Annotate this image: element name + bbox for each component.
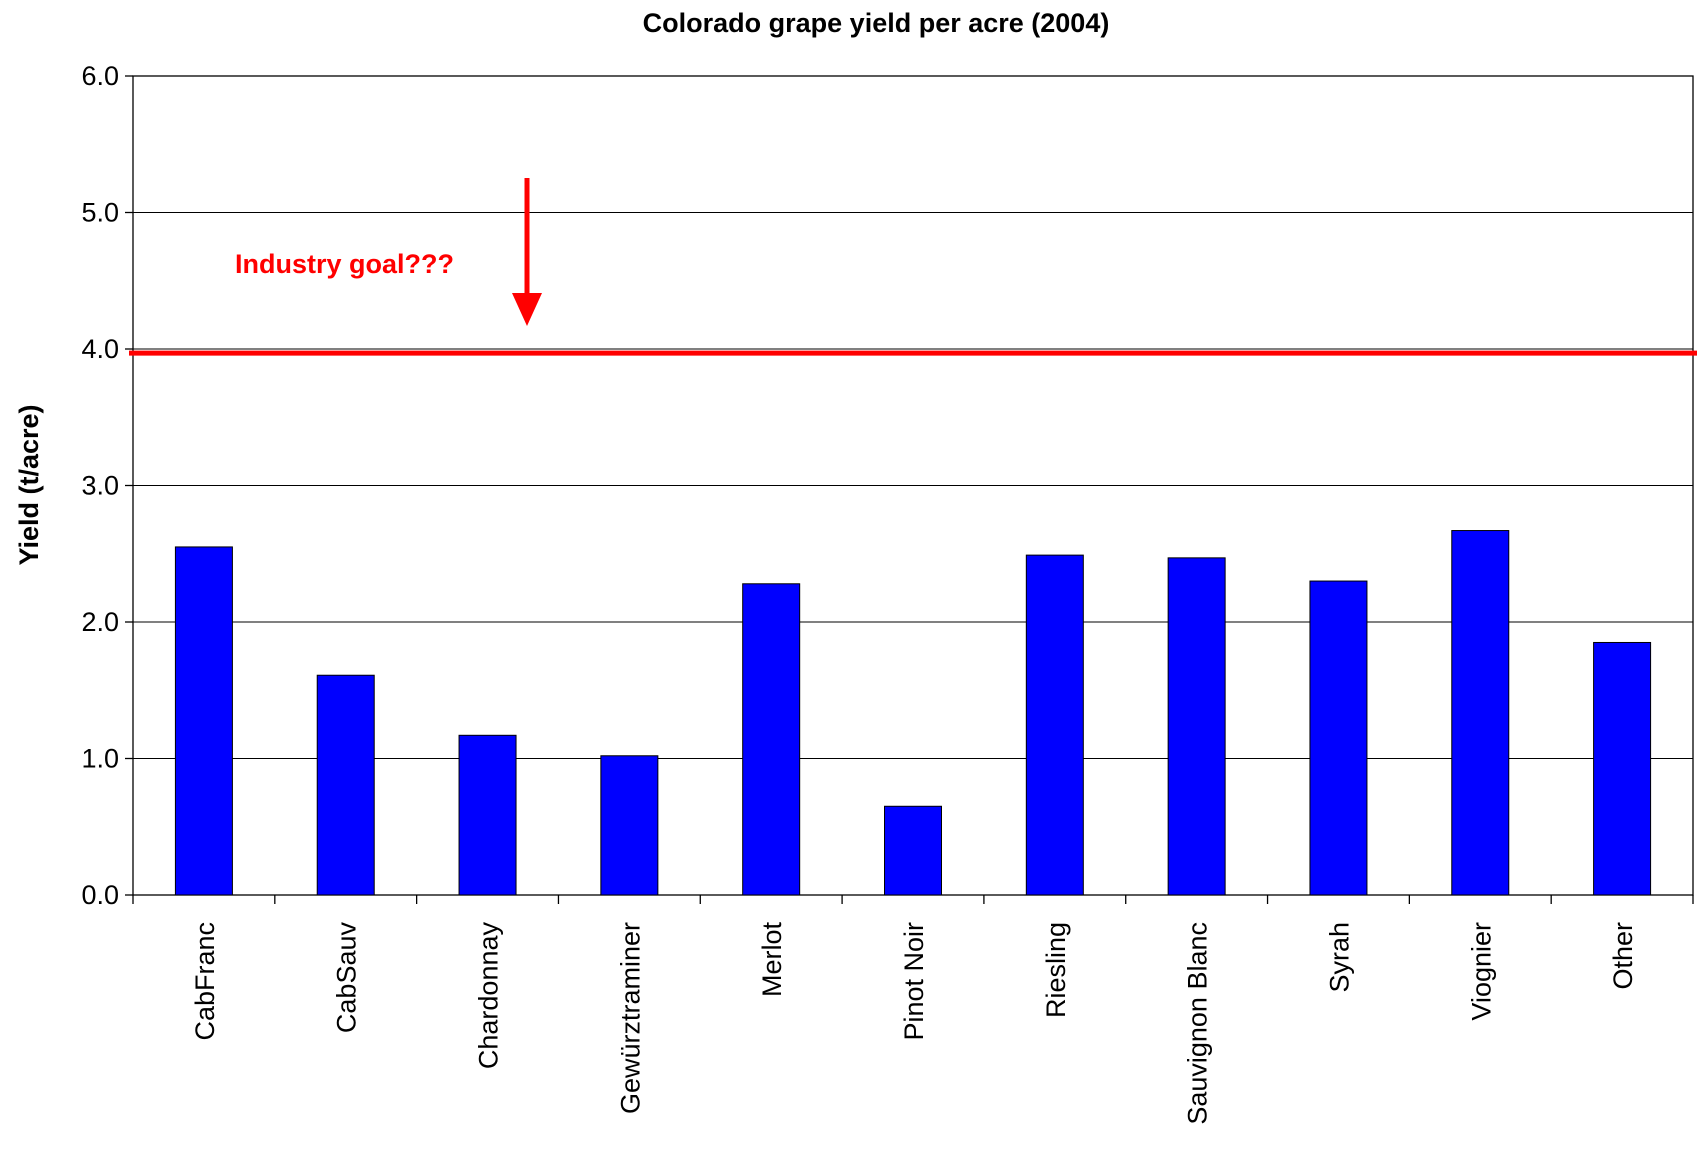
x-tick-labels: CabFranc CabSauv Chardonnay Gewürztraminer M… <box>190 922 1638 1125</box>
chart-title: Colorado grape yield per acre (2004) <box>643 8 1110 38</box>
y-tick-label: 4.0 <box>81 334 119 364</box>
x-tick-label: Syrah <box>1324 922 1354 993</box>
bar <box>1167 557 1226 896</box>
x-tick-label: Chardonnay <box>474 922 504 1070</box>
bar <box>1309 580 1368 896</box>
bar <box>174 546 233 896</box>
bar <box>316 674 375 896</box>
bar <box>1593 641 1652 896</box>
y-axis-label: Yield (t/acre) <box>14 404 44 565</box>
axes <box>125 75 1694 904</box>
bar <box>1451 530 1510 896</box>
y-tick-labels: 0.0 1.0 2.0 3.0 4.0 5.0 6.0 <box>81 61 119 910</box>
y-tick-label: 5.0 <box>81 198 119 228</box>
gridlines <box>133 212 1693 759</box>
x-tick-label: Merlot <box>757 922 787 998</box>
x-tick-label: Gewürztraminer <box>615 922 645 1114</box>
x-tick-label: CabSauv <box>332 922 362 1034</box>
y-tick-label: 1.0 <box>81 744 119 774</box>
industry-goal-annotation: Industry goal??? <box>235 249 454 279</box>
x-tick-label: Pinot Noir <box>899 922 929 1041</box>
y-tick-label: 3.0 <box>81 471 119 501</box>
bar <box>600 755 659 896</box>
y-tick-label: 6.0 <box>81 61 119 91</box>
bar <box>1025 554 1084 896</box>
bar <box>458 734 517 896</box>
arrow-head <box>512 293 542 326</box>
y-tick-label: 2.0 <box>81 607 119 637</box>
bar <box>742 583 801 896</box>
x-tick-label: Other <box>1608 922 1638 990</box>
arrow-down-icon <box>512 178 542 326</box>
x-tick-label: Viognier <box>1466 922 1496 1021</box>
x-tick-label: Sauvignon Blanc <box>1183 922 1213 1125</box>
x-tick-label: CabFranc <box>190 922 220 1041</box>
x-tick-label: Riesling <box>1041 922 1071 1018</box>
bars <box>174 530 1652 896</box>
y-tick-label: 0.0 <box>81 880 119 910</box>
bar <box>884 805 942 896</box>
